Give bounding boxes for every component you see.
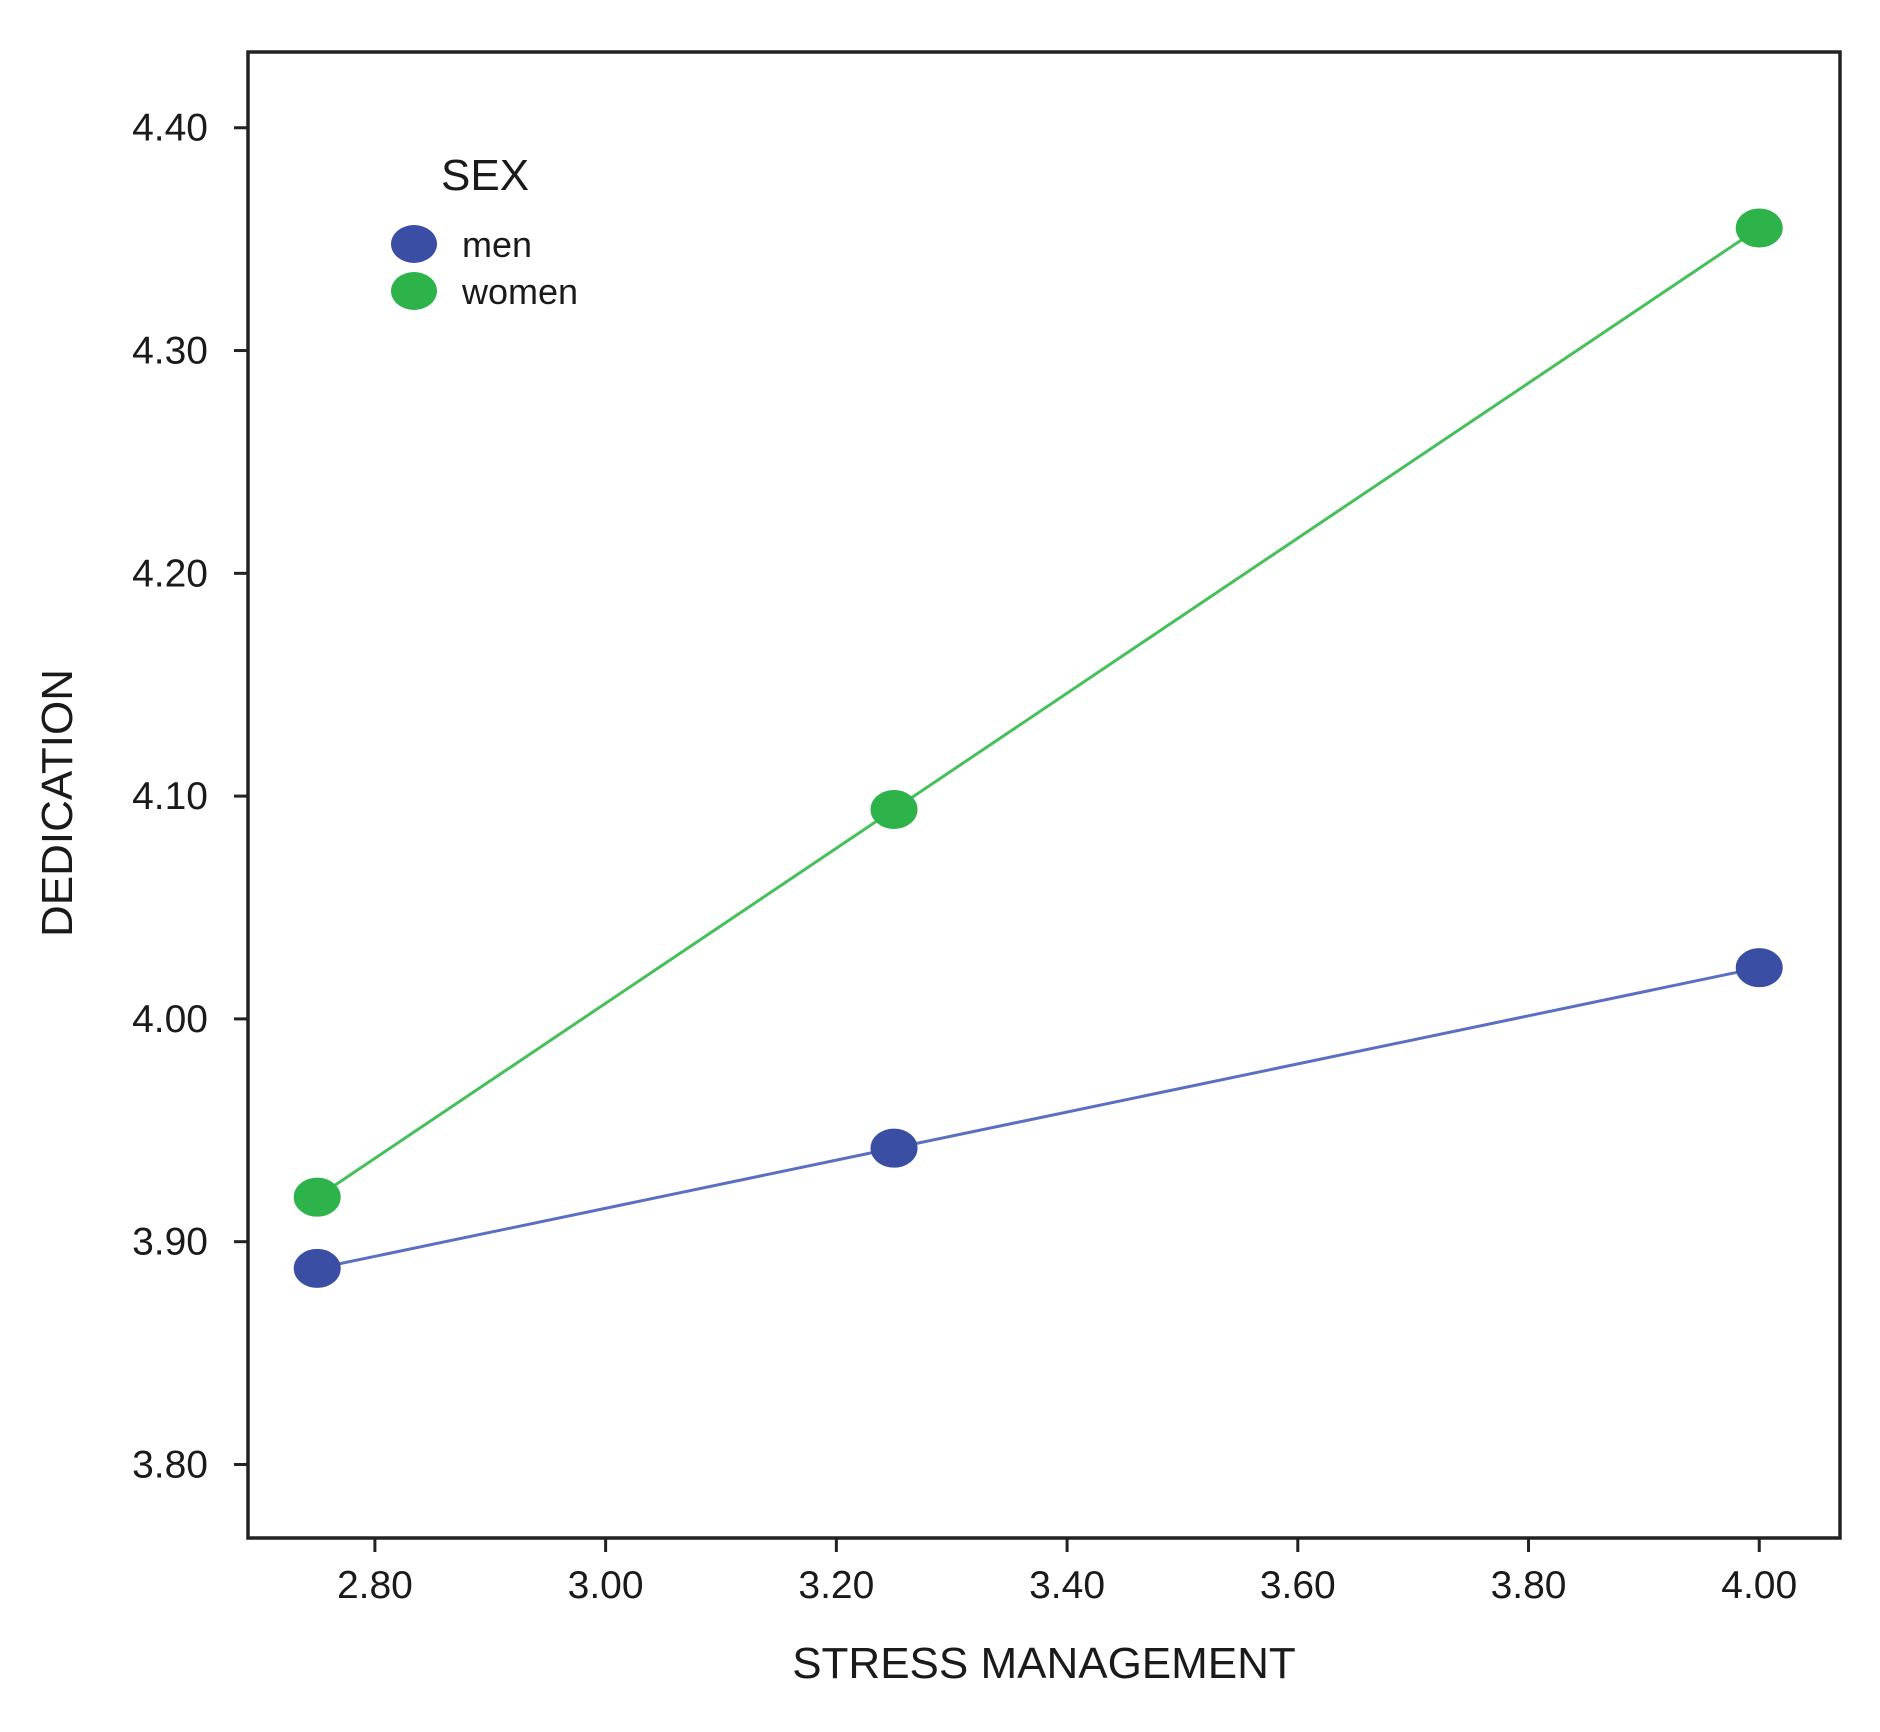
x-axis-title: STRESS MANAGEMENT [792, 1639, 1296, 1688]
series-lines [316, 226, 1761, 1270]
x-tick-label: 3.00 [568, 1564, 644, 1607]
y-tick-label: 4.20 [132, 552, 208, 595]
legend-title: SEX [441, 151, 529, 200]
x-tick-label: 3.60 [1260, 1564, 1336, 1607]
x-tick-label: 2.80 [337, 1564, 413, 1607]
y-tick-label: 4.40 [132, 107, 208, 150]
legend: SEX men women [391, 151, 578, 312]
y-tick-label: 4.00 [132, 998, 208, 1041]
x-tick-label: 3.40 [1029, 1564, 1105, 1607]
y-axis-ticks: 3.80 3.90 4.00 4.10 4.20 4.30 4.40 [132, 107, 248, 1486]
data-point-men [293, 1248, 341, 1288]
y-tick-label: 3.80 [132, 1443, 208, 1486]
data-point-women [1735, 208, 1783, 248]
x-axis-ticks: 2.80 3.00 3.20 3.40 3.60 3.80 4.00 [337, 1538, 1797, 1607]
y-tick-label: 4.30 [132, 330, 208, 373]
legend-label-women: women [461, 271, 578, 312]
y-tick-label: 4.10 [132, 775, 208, 818]
data-point-women [870, 789, 918, 829]
data-point-men [1735, 948, 1783, 988]
y-axis-title: DEDICATION [33, 669, 82, 937]
x-tick-label: 3.20 [798, 1564, 874, 1607]
legend-label-men: men [462, 224, 532, 265]
data-point-men [870, 1128, 918, 1168]
x-tick-label: 3.80 [1491, 1564, 1567, 1607]
series-line-men [316, 966, 1760, 1270]
legend-marker-women [391, 272, 437, 310]
x-tick-label: 4.00 [1721, 1564, 1797, 1607]
series-line-women [316, 226, 1761, 1199]
data-point-women [293, 1177, 341, 1217]
series-points [293, 208, 1783, 1288]
y-tick-label: 3.90 [132, 1221, 208, 1264]
legend-marker-men [391, 225, 437, 263]
